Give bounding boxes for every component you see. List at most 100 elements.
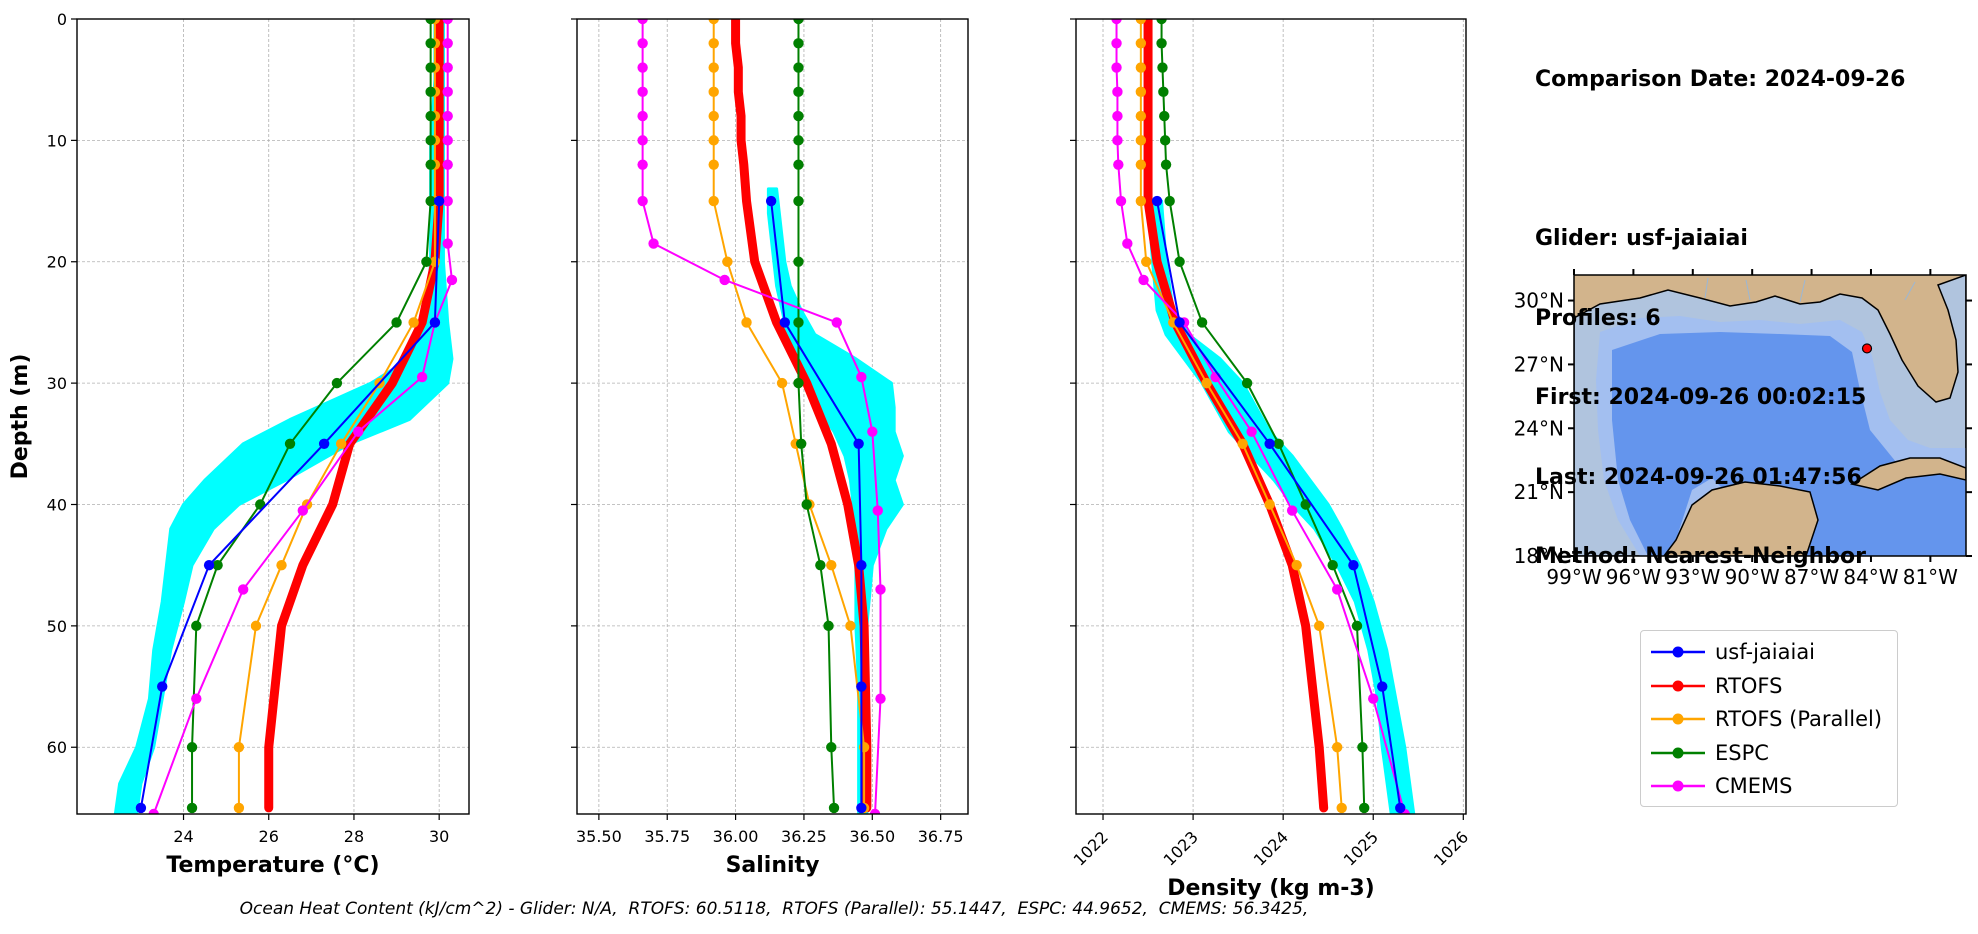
data-point-cmems [1112, 110, 1123, 122]
data-point-espc [793, 110, 804, 122]
data-point-espc [1273, 438, 1284, 450]
y-tick-label: 40 [47, 495, 67, 514]
legend-swatch [1651, 646, 1705, 658]
data-point-glider [1395, 802, 1406, 814]
data-point-parallel [722, 256, 733, 267]
legend-label: ESPC [1715, 740, 1769, 765]
data-point-glider [203, 559, 215, 571]
data-point-cmems [442, 62, 453, 73]
data-point-parallel [1313, 620, 1325, 632]
data-point-espc [793, 86, 804, 98]
x-tick-label: 1022 [1070, 827, 1112, 869]
x-axis-label: Density (kg m-3) [1167, 876, 1375, 901]
legend-swatch [1651, 780, 1705, 792]
series-line-glider [1156, 200, 1402, 809]
data-point-parallel [708, 110, 719, 122]
data-point-espc [1160, 159, 1172, 170]
data-point-parallel [1135, 86, 1147, 98]
data-point-espc [826, 742, 837, 753]
data-point-parallel [335, 438, 347, 450]
series-line-rtofs [1143, 19, 1329, 813]
legend-label: CMEMS [1715, 774, 1793, 798]
gulf-map: 99°W 96°W 93°W 90°W 87°W 84°W 81°W 30°N 27°N 24°N… [1514, 269, 1972, 589]
data-point-cmems [442, 195, 453, 207]
data-point-espc [796, 438, 807, 450]
data-point-cmems [869, 808, 881, 814]
data-point-espc [793, 317, 804, 328]
data-point-espc [801, 499, 812, 510]
map-yucatan [1663, 481, 1819, 556]
data-point-glider [765, 195, 777, 207]
data-point-espc [421, 256, 432, 267]
data-point-glider [1377, 681, 1388, 692]
data-point-espc [425, 86, 436, 98]
x-tick-label: 35.50 [576, 827, 622, 846]
glider-location-marker [1861, 343, 1873, 354]
data-point-espc [425, 110, 436, 122]
data-point-espc [186, 742, 198, 753]
data-point-parallel [1135, 110, 1147, 122]
map-lon-label: 87°W [1784, 565, 1839, 589]
data-point-espc [1327, 559, 1338, 571]
series-line-espc [1160, 19, 1366, 809]
data-point-parallel [1237, 438, 1248, 450]
data-point-cmems [446, 274, 458, 286]
data-point-parallel [408, 317, 419, 328]
map-cuba [1850, 457, 1966, 491]
data-point-cmems [637, 135, 648, 146]
data-point-espc [823, 620, 834, 632]
y-tick-label: 60 [47, 738, 67, 757]
data-point-cmems [237, 584, 249, 595]
glider-raw-band [1146, 199, 1416, 814]
x-axis-label: Salinity [726, 853, 820, 878]
x-tick-label: 24 [173, 827, 193, 846]
legend-swatch [1651, 747, 1705, 758]
data-point-parallel [708, 62, 719, 73]
data-point-espc [425, 195, 436, 207]
x-tick-label: 36.00 [713, 827, 759, 846]
data-point-glider [1174, 317, 1185, 328]
data-point-glider [429, 317, 441, 328]
data-point-cmems [1111, 62, 1122, 73]
data-point-espc [391, 317, 402, 328]
data-point-cmems [416, 371, 428, 383]
data-point-glider [433, 195, 445, 207]
data-point-cmems [1113, 159, 1124, 170]
x-tick-label: 30 [429, 827, 449, 846]
data-point-glider [856, 559, 867, 571]
data-point-parallel [1291, 559, 1302, 571]
data-point-parallel [1135, 38, 1147, 49]
plot-frame [1075, 18, 1467, 815]
data-point-cmems [875, 693, 886, 704]
x-tick-label: 28 [344, 827, 364, 846]
data-point-parallel [1135, 195, 1147, 207]
plot-frame [76, 18, 470, 815]
data-point-espc [793, 19, 804, 25]
y-tick-label: 0 [57, 10, 67, 29]
data-point-cmems [353, 426, 364, 437]
data-point-parallel [1332, 742, 1343, 753]
map-lat-label: 30°N [1514, 289, 1564, 313]
data-point-espc [425, 38, 436, 49]
x-tick-label: 36.25 [781, 827, 827, 846]
profile-panel-1: 0 10 20 30 40 50 60 24 26 28 30 Temperature (°C) Dep… [8, 10, 470, 878]
map-lat-label: 21°N [1514, 480, 1564, 504]
map-rivers [1704, 277, 1916, 303]
data-point-espc [1164, 195, 1175, 207]
data-point-cmems [1138, 274, 1149, 286]
data-point-glider [1264, 438, 1275, 450]
data-point-cmems [1112, 86, 1123, 98]
legend-item-parallel: RTOFS (Parallel) [1649, 704, 1882, 734]
data-point-espc [1158, 86, 1169, 98]
map-lat-label: 24°N [1514, 416, 1564, 440]
data-point-espc [828, 802, 840, 814]
data-point-parallel [826, 559, 837, 571]
data-point-parallel [233, 802, 245, 814]
legend-label: RTOFS (Parallel) [1715, 707, 1883, 731]
data-point-cmems [442, 38, 453, 49]
data-point-cmems [442, 110, 453, 122]
comparison-info: Comparison Date: 2024-09-26 Glider: usf-… [1535, 14, 1905, 597]
data-point-parallel [708, 86, 719, 98]
data-point-cmems [148, 808, 159, 814]
data-point-espc [186, 802, 198, 814]
